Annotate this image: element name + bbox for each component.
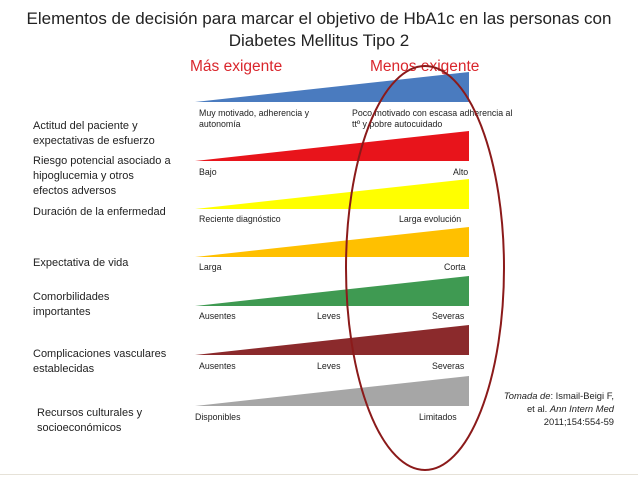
row-actitud-right-text: Poco motivado con escasa adherencia al t… xyxy=(352,108,513,129)
row-comorbilidades-middle-text: Leves xyxy=(317,311,341,321)
row-riesgo-left-text: Bajo xyxy=(199,167,217,177)
row-label-complicaciones: Complicaciones vasculares establecidas xyxy=(33,348,167,375)
row-label-riesgo: Riesgo potencial asociado a hipoglucemia… xyxy=(33,155,171,197)
title-line-2: Diabetes Mellitus Tipo 2 xyxy=(228,31,410,50)
wedge-shape-recursos xyxy=(195,376,469,406)
bottom-divider xyxy=(0,474,638,475)
wedge-shape-duracion xyxy=(195,179,469,209)
wedge-shape-comorbilidades xyxy=(195,276,469,306)
citation-authors: : Ismail-Beigi F, xyxy=(550,390,614,401)
header-more-demanding: Más exigente xyxy=(190,58,283,75)
slide-title: Elementos de decisión para marcar el obj… xyxy=(0,8,638,52)
row-recursos-left-text: Disponibles xyxy=(195,412,241,422)
row-complicaciones-left-text: Ausentes xyxy=(199,361,236,371)
wedge-shape-riesgo xyxy=(195,131,469,161)
wedge-shape-complicaciones xyxy=(195,325,469,355)
citation-volume: 2011;154:554-59 xyxy=(543,416,614,427)
row-expectativa-right-text: Corta xyxy=(444,262,466,272)
citation-etal: et al. xyxy=(526,403,550,414)
wedge-duracion xyxy=(195,179,469,209)
wedge-shape-actitud xyxy=(195,72,469,102)
row-duracion-right-text: Larga evolución xyxy=(399,214,462,224)
citation-prefix: Tomada de xyxy=(503,390,551,401)
row-label-actitud: Actitud del paciente y expectativas de e… xyxy=(33,120,155,147)
wedge-complicaciones xyxy=(195,325,469,355)
wedge-recursos xyxy=(195,376,469,406)
title-line-1: Elementos de decisión para marcar el obj… xyxy=(26,9,612,28)
row-duracion-left-text: Reciente diagnóstico xyxy=(199,214,281,224)
row-comorbilidades-left-text: Ausentes xyxy=(199,311,236,321)
row-label-comorbilidades: Comorbilidades importantes xyxy=(33,291,110,318)
citation-journal: Ann Intern Med xyxy=(549,403,614,414)
row-comorbilidades-right-text: Severas xyxy=(432,311,465,321)
row-label-duracion: Duración de la enfermedad xyxy=(33,206,166,218)
row-complicaciones-middle-text: Leves xyxy=(317,361,341,371)
row-actitud-left-text: Muy motivado, adherencia y autonomía xyxy=(199,108,310,129)
wedge-shape-expectativa xyxy=(195,227,469,257)
row-recursos-right-text: Limitados xyxy=(419,412,457,422)
row-label-expectativa: Expectativa de vida xyxy=(33,257,129,269)
row-complicaciones-right-text: Severas xyxy=(432,361,465,371)
wedge-riesgo xyxy=(195,131,469,161)
wedge-expectativa xyxy=(195,227,469,257)
row-riesgo-right-text: Alto xyxy=(453,167,469,177)
wedge-actitud xyxy=(195,72,469,102)
citation: Tomada de: Ismail-Beigi F, et al. Ann In… xyxy=(468,389,614,428)
row-label-recursos: Recursos culturales y socioeconómicos xyxy=(37,407,143,434)
row-expectativa-left-text: Larga xyxy=(199,262,222,272)
wedge-comorbilidades xyxy=(195,276,469,306)
